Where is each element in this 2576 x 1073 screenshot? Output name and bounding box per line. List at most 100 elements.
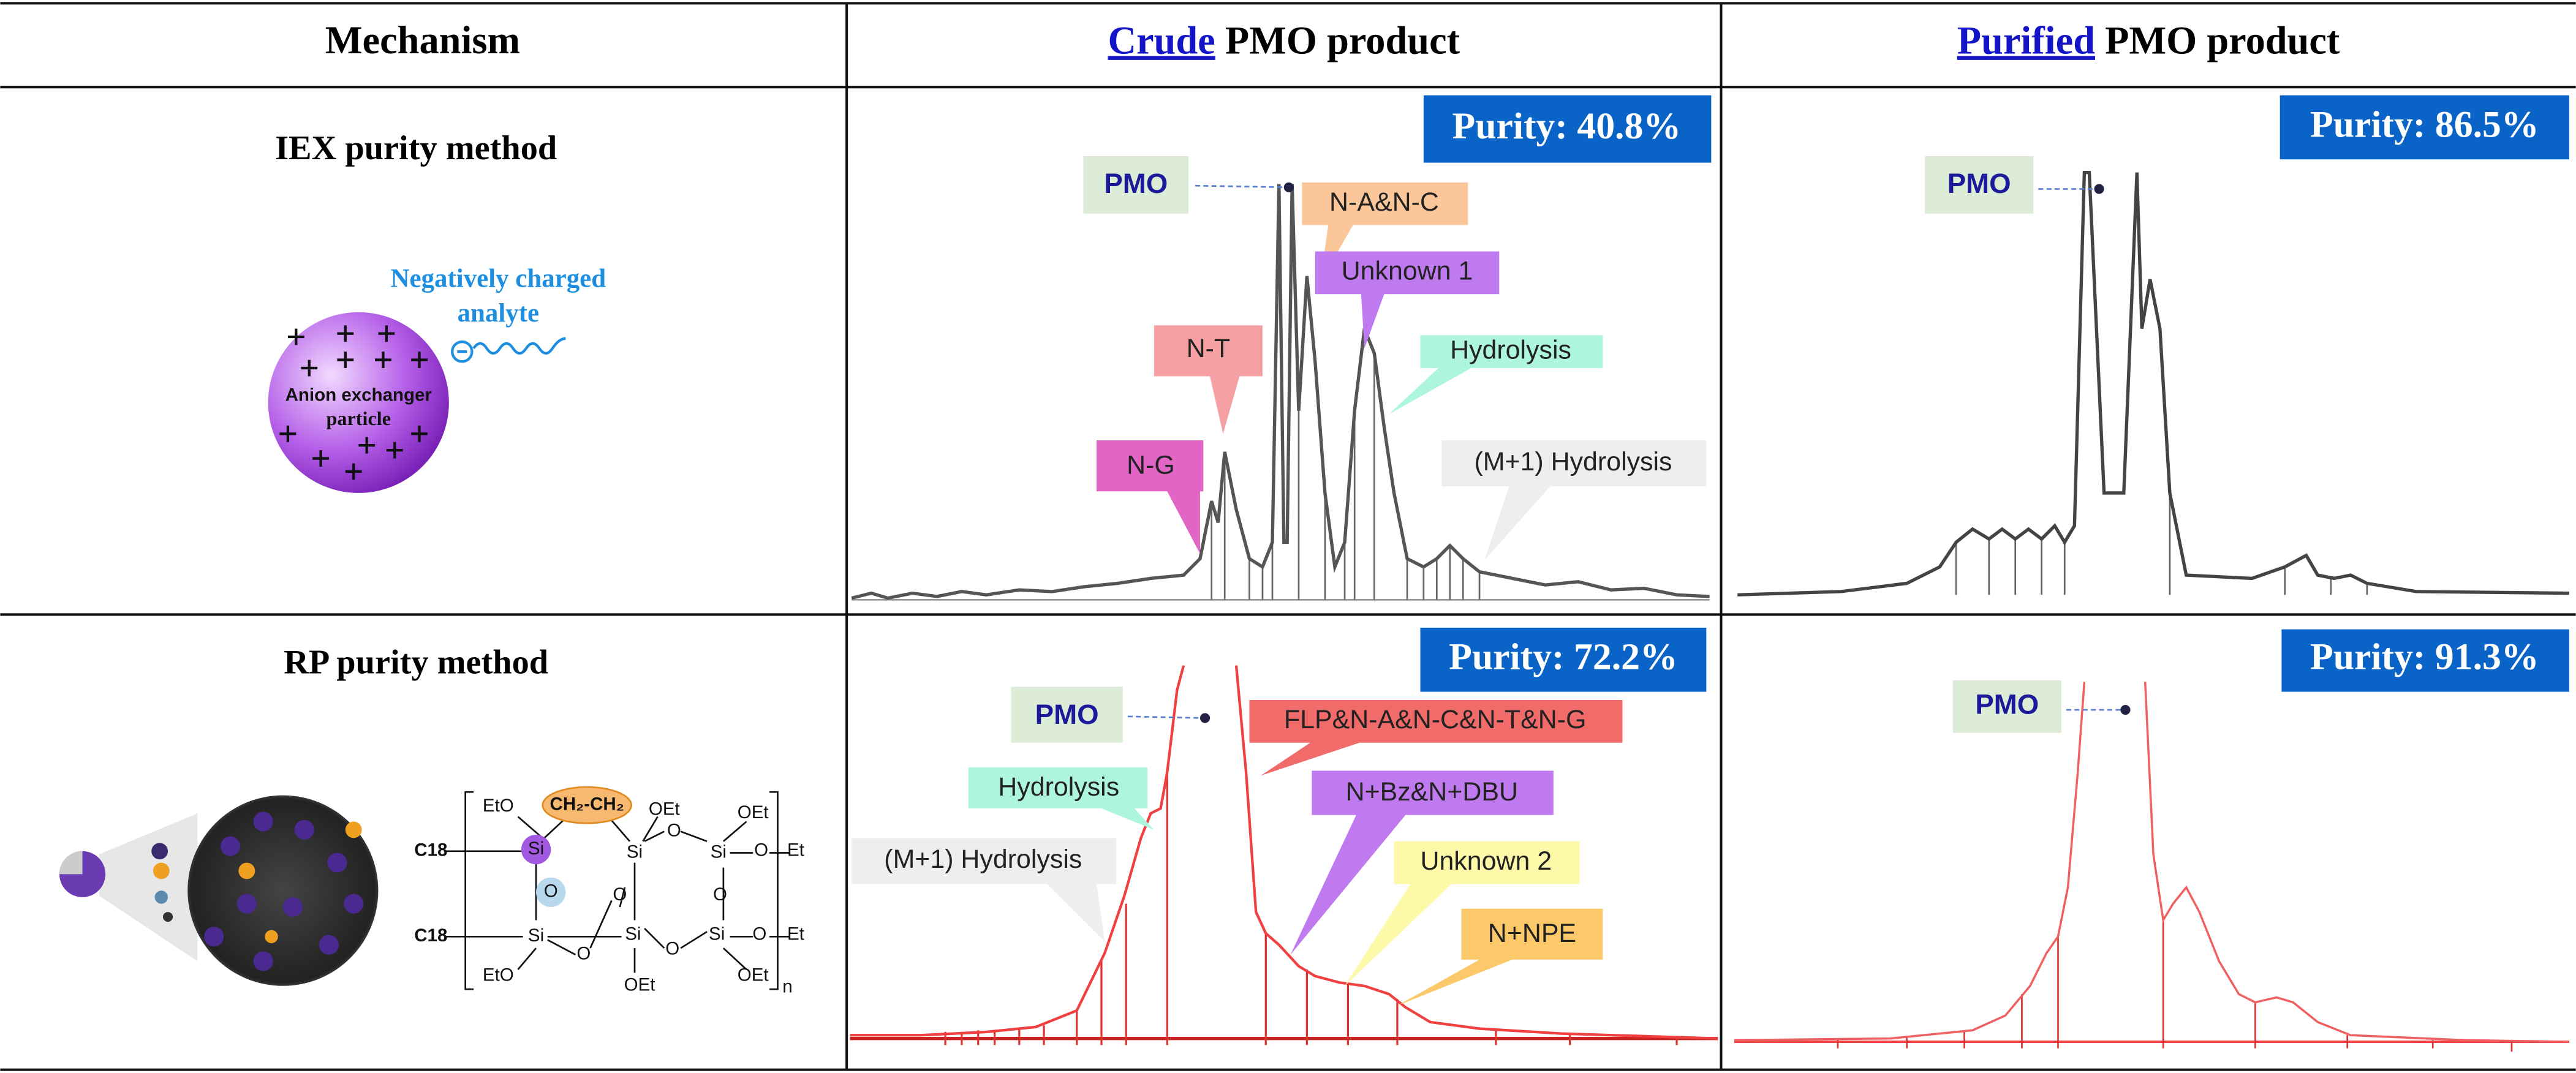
structure-label: O (613, 884, 627, 905)
peak-callouts-part (2120, 705, 2131, 715)
peak-callouts-part (1925, 156, 2034, 214)
purity-box-part (1420, 627, 1707, 692)
structure-label: Si (528, 925, 544, 946)
chromatogram-rp-purified-part (1837, 920, 2513, 1052)
chromatogram-rp-purified-part (1734, 682, 2569, 1043)
analyte-icon-part (451, 340, 474, 363)
structure-label: Et (787, 924, 804, 944)
structure-label: C18 (414, 840, 447, 860)
chromatogram-rp-crude-part (944, 772, 1678, 1045)
rp-particle-part (151, 843, 168, 860)
purity-box (1423, 95, 1712, 163)
header-highlight: Purified (1957, 18, 2095, 62)
peak-callouts (852, 687, 1623, 1006)
peak-callouts (1952, 680, 2131, 733)
structure-label: C18 (414, 925, 447, 946)
structure-label: OEt (649, 799, 680, 819)
rp-particle-part (162, 912, 173, 922)
structure-label: O (667, 820, 681, 840)
rp-particle-part (59, 851, 83, 875)
purity-label: Purity: 40.8% (1452, 105, 1682, 147)
rp-particle-part-part (319, 935, 339, 955)
peak-callouts (1925, 156, 2104, 214)
structure-label: Si (709, 924, 725, 944)
anion-particle (268, 312, 449, 493)
chromatogram-rp-purified-part-part (1837, 920, 2513, 1052)
header-crude: Crude PMO product (1108, 18, 1460, 62)
peak-callouts-part (1302, 182, 1468, 283)
purity-box-part (2279, 95, 2569, 160)
chromatogram-rp-crude-part-part (944, 772, 1678, 1045)
structure-label: Si (528, 838, 544, 859)
peak-callouts-part (1952, 680, 2061, 733)
purity-box (2279, 95, 2569, 160)
purity-box (1420, 627, 1707, 692)
header-highlight: Crude (1108, 18, 1215, 62)
anion-particle-part-part (279, 325, 428, 480)
peak-callouts-part (1154, 325, 1263, 434)
structure-label: OEt (738, 965, 769, 985)
peak-label: N-A&N-C (1329, 187, 1439, 217)
peak-label: Unknown 1 (1342, 257, 1473, 286)
peak-label: PMO (1104, 168, 1168, 199)
peak-callouts-part (1195, 184, 1289, 189)
chemical-structure (444, 791, 790, 990)
chromatogram-rp-crude (850, 665, 1718, 1045)
purity-label: Purity: 91.3% (2310, 636, 2539, 678)
peak-callouts-part (1127, 715, 1206, 719)
structure-label: Et (787, 840, 804, 860)
structure-label: O (713, 884, 727, 905)
chromatogram-iex-purified-part (1955, 492, 2368, 595)
structure-label: n (782, 976, 792, 996)
peak-callouts-part (1096, 440, 1204, 554)
purity-box (2281, 629, 2569, 692)
rp-particle-part-part (344, 894, 364, 914)
peak-callouts-part (1345, 841, 1580, 986)
peak-callouts-part (1249, 699, 1623, 776)
peak-callouts-part (1441, 440, 1707, 560)
structure-label: EtO (483, 796, 514, 816)
anion-particle-part (268, 312, 449, 493)
purity-label: Purity: 86.5% (2310, 104, 2539, 145)
rp-particle-part-part (220, 836, 241, 856)
peak-label: N+Bz&N+DBU (1346, 777, 1518, 807)
analyte-label: analyte (458, 299, 539, 328)
chromatogram-iex-purified-part (1737, 171, 2569, 597)
rp-particle-part-part (282, 897, 303, 917)
rp-particle (59, 795, 379, 986)
rp-particle-part (153, 862, 170, 879)
peak-callouts-part (1315, 251, 1500, 348)
chromatogram-rp-purified (1734, 682, 2569, 1052)
rp-particle-part-part (236, 894, 257, 914)
structure-label: OEt (624, 975, 655, 995)
peak-callouts-part (968, 767, 1154, 830)
peak-label: N-G (1127, 450, 1175, 480)
peak-callouts-part (1011, 687, 1123, 743)
chromatogram-rp-crude-part (850, 665, 1718, 1040)
structure-label: O (665, 939, 679, 959)
anion-particle-part (279, 325, 428, 480)
peak-label: (M+1) Hydrolysis (1474, 447, 1672, 476)
header-purified: Purified PMO product (1957, 18, 2340, 62)
peak-label: Unknown 2 (1420, 846, 1552, 876)
peak-callouts-part (1199, 713, 1211, 723)
analyte-label: Negatively charged (391, 265, 606, 293)
structure-highlights-part (536, 877, 566, 908)
analyte-icon-part (472, 337, 566, 355)
chromatogram-iex-crude-part (851, 184, 1710, 600)
peak-label: Hydrolysis (1450, 336, 1571, 365)
peak-callouts (1083, 156, 1707, 560)
particle-label: Anion exchanger (285, 385, 432, 405)
structure-label: O (752, 924, 766, 944)
rp-particle-part-part (327, 853, 347, 873)
peak-label: PMO (1975, 689, 2039, 720)
structure-label: O (544, 881, 558, 902)
peak-label: N+NPE (1488, 919, 1576, 948)
chemical-structure-part (464, 791, 779, 990)
peak-callouts-part (1083, 156, 1189, 214)
peak-callouts-part (852, 838, 1117, 942)
structure-label: O (576, 944, 591, 964)
